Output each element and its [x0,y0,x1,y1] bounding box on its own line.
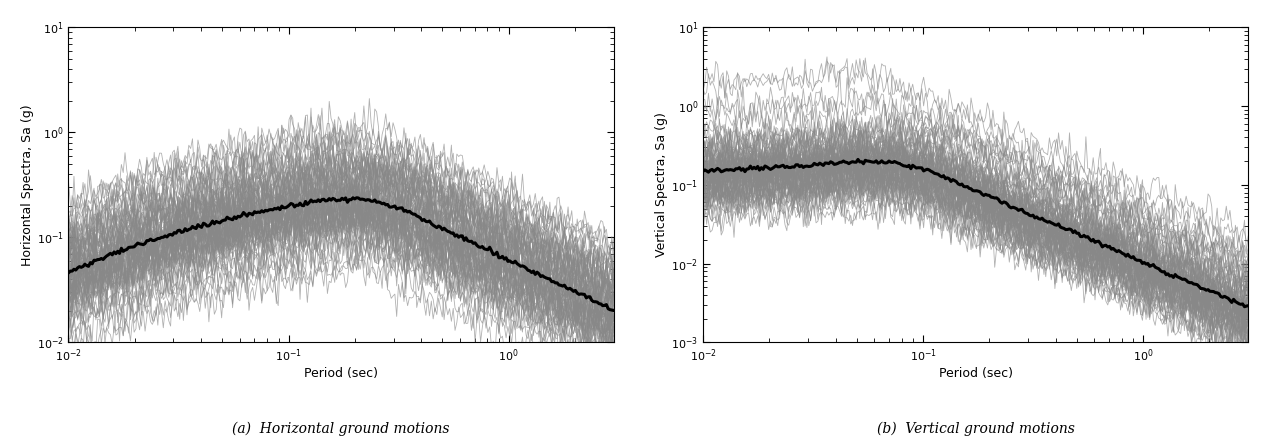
Text: (b)  Vertical ground motions: (b) Vertical ground motions [877,421,1075,436]
Y-axis label: Horizontal Spectra, Sa (g): Horizontal Spectra, Sa (g) [20,104,34,266]
X-axis label: Period (sec): Period (sec) [939,367,1013,380]
Text: (a)  Horizontal ground motions: (a) Horizontal ground motions [232,421,449,436]
X-axis label: Period (sec): Period (sec) [305,367,378,380]
Y-axis label: Vertical Spectra, Sa (g): Vertical Spectra, Sa (g) [655,113,669,257]
